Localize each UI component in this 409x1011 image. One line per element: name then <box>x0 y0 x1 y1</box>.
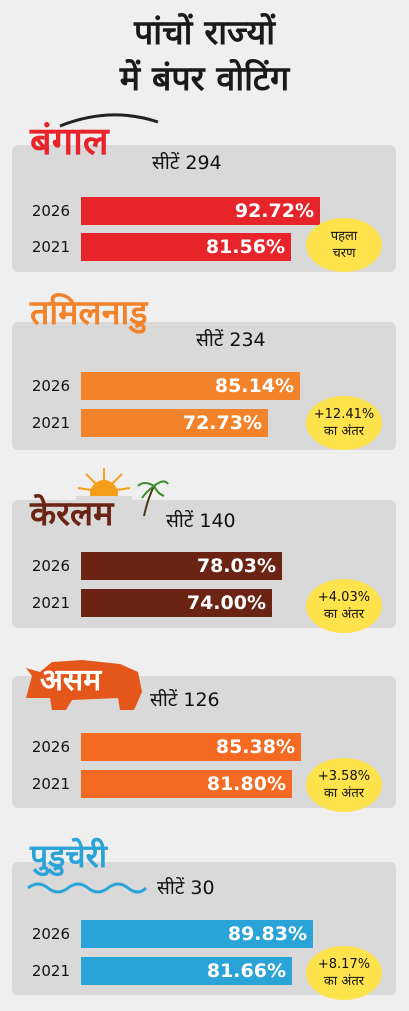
state-logo-tamilnadu: तमिलनाडु <box>30 293 148 333</box>
badge-line1: +12.41% <box>313 407 375 422</box>
badge-line2: का अंतर <box>323 786 365 801</box>
badge-line1: +8.17% <box>317 957 371 972</box>
year-label: 2021 <box>31 594 70 612</box>
bar-bengal-2021: 81.56% <box>81 233 291 261</box>
bar-value-label: 74.00% <box>186 592 266 614</box>
bengal-swoosh-icon <box>59 113 159 128</box>
bar-kerala-2026: 78.03% <box>81 552 282 580</box>
year-label: 2021 <box>31 775 70 793</box>
year-label: 2026 <box>31 925 70 943</box>
year-label: 2021 <box>31 962 70 980</box>
year-label: 2021 <box>31 238 70 256</box>
bar-value-label: 81.56% <box>205 236 285 258</box>
badge-line2: का अंतर <box>323 974 365 989</box>
state-seats-bengal: सीटें 294 <box>152 152 222 174</box>
badge-line1: +3.58% <box>317 769 371 784</box>
bar-value-label: 85.38% <box>215 736 295 758</box>
year-label: 2026 <box>31 738 70 756</box>
badge-line1: पहला <box>330 229 358 244</box>
badge-line2: का अंतर <box>323 607 365 622</box>
badge-line1: +4.03% <box>317 590 371 605</box>
state-logo-bengal: बंगाल <box>30 118 109 163</box>
bar-tamilnadu-2021: 72.73% <box>81 409 268 437</box>
bar-puducherry-2026: 89.83% <box>81 920 313 948</box>
page-title-line1: पांचों राज्यों <box>133 13 276 53</box>
bar-assam-2026: 85.38% <box>81 733 301 761</box>
state-seats-assam: सीटें 126 <box>150 689 220 711</box>
bar-value-label: 81.80% <box>206 773 286 795</box>
state-logo-assam: असम <box>40 663 102 698</box>
wave-icon <box>27 882 148 894</box>
year-label: 2021 <box>31 414 70 432</box>
bar-value-label: 78.03% <box>196 555 276 577</box>
bar-value-label: 81.66% <box>206 960 286 982</box>
bar-tamilnadu-2026: 85.14% <box>81 372 300 400</box>
state-seats-kerala: सीटें 140 <box>166 510 236 532</box>
state-logo-puducherry: पुडुचेरी <box>30 837 107 875</box>
sun-icon <box>76 468 132 512</box>
bar-puducherry-2021: 81.66% <box>81 957 292 985</box>
difference-badge: +4.03% का अंतर <box>306 579 382 633</box>
bar-value-label: 72.73% <box>182 412 262 434</box>
rhino-icon <box>26 660 142 710</box>
bar-value-label: 89.83% <box>227 923 307 945</box>
state-logo-kerala: केरलम <box>30 494 114 534</box>
badge-line2: चरण <box>332 246 356 261</box>
bar-kerala-2021: 74.00% <box>81 589 272 617</box>
difference-badge: +8.17% का अंतर <box>306 946 382 1000</box>
palm-tree-icon <box>137 480 169 517</box>
state-seats-tamilnadu: सीटें 234 <box>196 329 266 351</box>
difference-badge: +3.58% का अंतर <box>306 758 382 812</box>
bar-value-label: 92.72% <box>234 200 314 222</box>
difference-badge: +12.41% का अंतर <box>306 396 382 450</box>
state-seats-puducherry: सीटें 30 <box>157 877 215 899</box>
page-title-line2: में बंपर वोटिंग <box>119 59 290 99</box>
phase-badge: पहला चरण <box>306 218 382 272</box>
badge-line2: का अंतर <box>323 424 365 439</box>
year-label: 2026 <box>31 377 70 395</box>
bar-bengal-2026: 92.72% <box>81 197 320 225</box>
year-label: 2026 <box>31 557 70 575</box>
bar-assam-2021: 81.80% <box>81 770 292 798</box>
bar-value-label: 85.14% <box>214 375 294 397</box>
year-label: 2026 <box>31 202 70 220</box>
